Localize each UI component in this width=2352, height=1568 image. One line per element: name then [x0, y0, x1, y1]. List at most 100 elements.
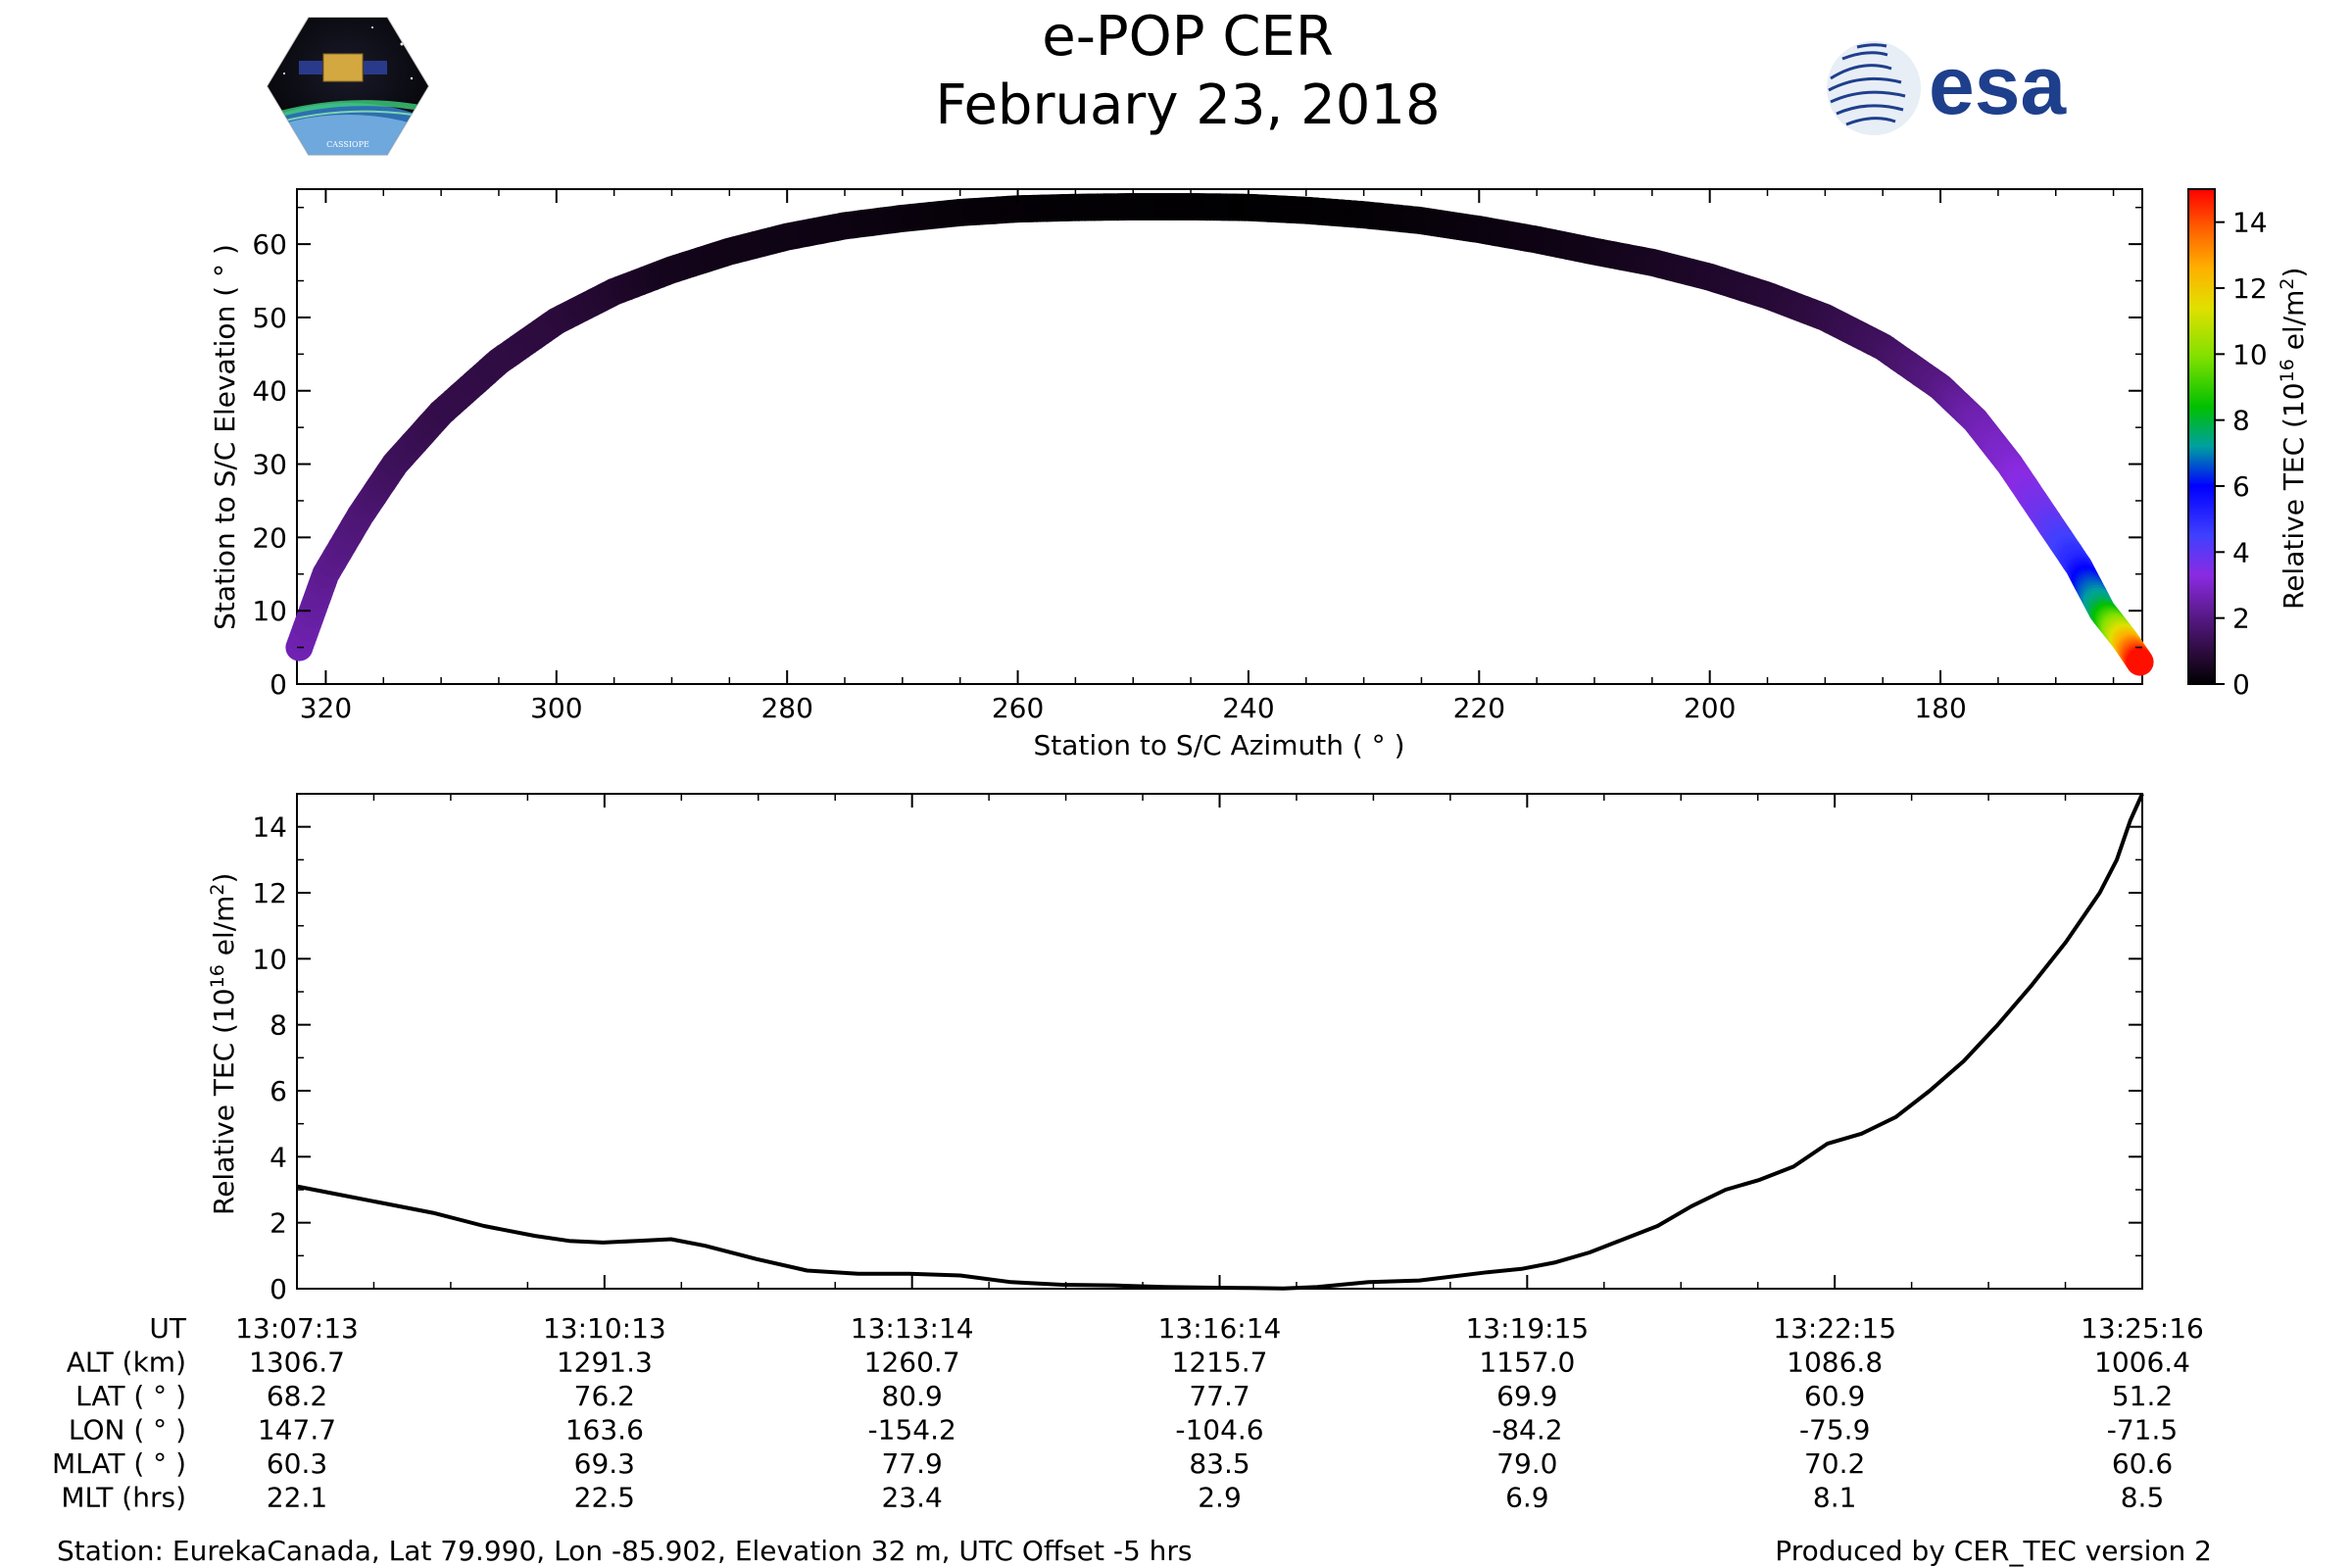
y-tick-label: 20	[252, 521, 287, 554]
table-cell: 70.2	[1804, 1447, 1865, 1480]
sky-track-xlabel: Station to S/C Azimuth ( ° )	[1033, 729, 1404, 761]
x-tick-label: 240	[1222, 692, 1274, 724]
x-tick-label: 300	[530, 692, 582, 724]
y-tick-label: 14	[252, 811, 287, 844]
esa-logo-text: esa	[1929, 39, 2067, 131]
sky-track-points	[285, 193, 2154, 676]
station-info: Station: EurekaCanada, Lat 79.990, Lon -…	[57, 1535, 1193, 1567]
table-row-label: UT	[149, 1312, 186, 1345]
table-cell: 76.2	[574, 1380, 635, 1412]
y-tick-label: 60	[252, 228, 287, 261]
table-cell: 13:13:14	[851, 1312, 974, 1345]
x-tick-label: 180	[1914, 692, 1966, 724]
table-cell: 51.2	[2112, 1380, 2173, 1412]
table-cell: 1306.7	[249, 1347, 345, 1379]
sky-track-axes: 320 300 280 260 240 220 200 180 0 10 20 30 40 50 60	[252, 189, 2142, 724]
producer-info: Produced by CER_TEC version 2	[1775, 1535, 2212, 1567]
table-cell: 1086.8	[1787, 1347, 1883, 1379]
table-cell: 13:19:15	[1465, 1312, 1589, 1345]
x-tick-label: 280	[760, 692, 812, 724]
table-cell: -154.2	[868, 1414, 956, 1446]
y-tick-label: 6	[270, 1075, 287, 1107]
table-cell: 77.7	[1189, 1380, 1250, 1412]
table-cell: 1260.7	[864, 1347, 960, 1379]
tec-frame	[296, 793, 2143, 1290]
table-cell: 1006.4	[2094, 1347, 2190, 1379]
table-cell: 22.1	[267, 1482, 327, 1514]
table-cell: 1215.7	[1172, 1347, 1268, 1379]
table-cell: 83.5	[1189, 1447, 1250, 1480]
table-cell: -71.5	[2107, 1414, 2178, 1446]
y-tick-label: 10	[252, 943, 287, 975]
y-tick-label: 10	[252, 595, 287, 627]
tec-ylabel: Relative TEC (1016 el/m2)	[207, 873, 240, 1215]
table-cell: -104.6	[1175, 1414, 1263, 1446]
table-cell: 8.5	[2121, 1482, 2165, 1514]
y-tick-label: 4	[270, 1141, 287, 1173]
y-tick-label: 8	[270, 1009, 287, 1042]
table-cell: 13:22:15	[1773, 1312, 1896, 1345]
colorbar-ticks: 0 2 4 6 8 10 12 14	[2215, 207, 2268, 701]
table-cell: 68.2	[267, 1380, 327, 1412]
x-tick-label: 220	[1453, 692, 1505, 724]
colorbar-tick-label: 10	[2232, 338, 2268, 370]
table-cell: 79.0	[1496, 1447, 1557, 1480]
tec-axes: 0 2 4 6 8 10 12 14	[252, 793, 2143, 1305]
x-tick-label: 260	[992, 692, 1044, 724]
cassiope-logo-text: CASSIOPE	[326, 140, 369, 149]
table-cell: 13:25:16	[2081, 1312, 2204, 1345]
table-row-label: LON ( ° )	[69, 1414, 186, 1446]
table-row-label: LAT ( ° )	[75, 1380, 186, 1412]
y-tick-label: 30	[252, 449, 287, 481]
colorbar-tick-label: 0	[2232, 668, 2250, 701]
table-cell: 77.9	[881, 1447, 942, 1480]
table-cell: -75.9	[1799, 1414, 1870, 1446]
colorbar-tick-label: 14	[2232, 207, 2268, 239]
table-cell: 13:10:13	[543, 1312, 666, 1345]
table-cell: 60.3	[267, 1447, 327, 1480]
tec-series-line	[296, 793, 2144, 1291]
esa-logo: esa	[1827, 39, 2067, 135]
figure-date: February 23, 2018	[935, 74, 1440, 137]
table-cell: 80.9	[881, 1380, 942, 1412]
table-cell: 69.9	[1496, 1380, 1557, 1412]
esa-globe-icon	[1828, 43, 1906, 126]
table-row-label: MLT (hrs)	[61, 1482, 186, 1514]
y-tick-label: 0	[270, 1273, 287, 1305]
x-tick-label: 200	[1684, 692, 1736, 724]
tec-colorbar: 0 2 4 6 8 10 12 14 Relative TEC (1016 el/m2)	[2187, 188, 2310, 701]
table-row-label: ALT (km)	[67, 1347, 186, 1379]
colorbar-tick-label: 2	[2232, 603, 2250, 635]
sky-track-point	[2126, 648, 2154, 676]
y-tick-label: 40	[252, 375, 287, 408]
table-row-label: MLAT ( ° )	[52, 1447, 186, 1480]
colorbar-tick-label: 6	[2232, 470, 2250, 503]
tec-timeseries-panel: 0 2 4 6 8 10 12 14 Relative TEC (1016 el/m2)	[207, 793, 2144, 1305]
sky-track-ylabel: Station to S/C Elevation ( ° )	[209, 244, 241, 630]
table-cell: 13:07:13	[235, 1312, 359, 1345]
sky-track-frame	[296, 188, 2143, 685]
table-cell: 60.9	[1804, 1380, 1865, 1412]
colorbar-label: Relative TEC (1016 el/m2)	[2277, 268, 2310, 610]
colorbar-tick-label: 8	[2232, 405, 2250, 437]
figure-title: e-POP CER	[1042, 5, 1333, 69]
table-cell: 60.6	[2112, 1447, 2173, 1480]
table-cell: -84.2	[1492, 1414, 1562, 1446]
table-cell: 2.9	[1198, 1482, 1242, 1514]
table-cell: 1291.3	[557, 1347, 653, 1379]
colorbar-tick-label: 12	[2232, 272, 2268, 305]
sky-track-panel: 320 300 280 260 240 220 200 180 0 10 20 30 40 50 60 St…	[209, 188, 2154, 761]
table-cell: 8.1	[1813, 1482, 1857, 1514]
table-cell: 1157.0	[1479, 1347, 1575, 1379]
table-cell: 13:16:14	[1158, 1312, 1282, 1345]
table-cell: 69.3	[574, 1447, 635, 1480]
table-cell: 6.9	[1505, 1482, 1549, 1514]
y-tick-label: 2	[270, 1207, 287, 1240]
colorbar-tick-label: 4	[2232, 536, 2250, 568]
table-cell: 22.5	[574, 1482, 635, 1514]
table-cell: 163.6	[565, 1414, 644, 1446]
x-tick-label: 320	[300, 692, 352, 724]
y-tick-label: 12	[252, 877, 287, 909]
